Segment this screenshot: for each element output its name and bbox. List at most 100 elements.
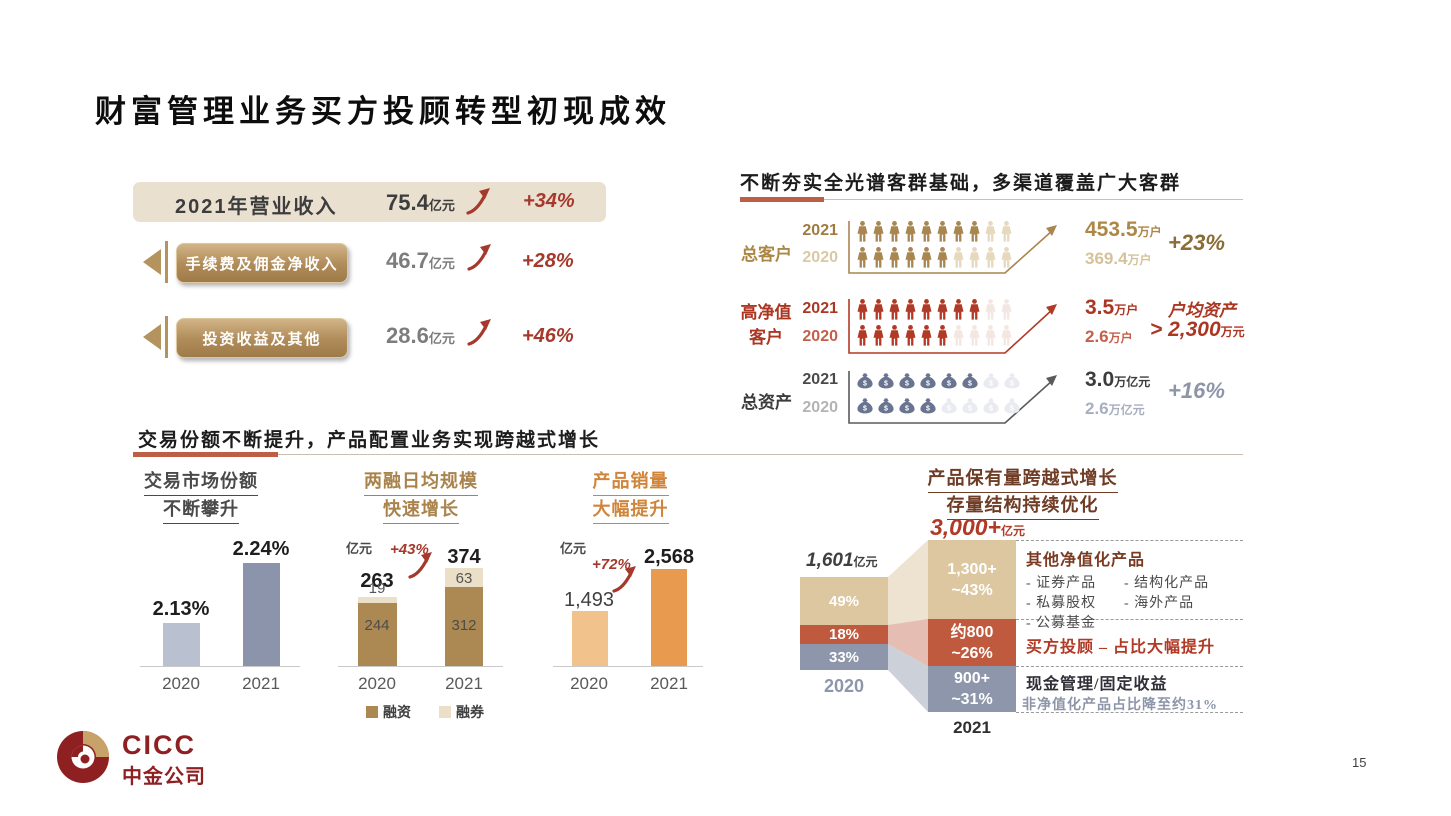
- person-icon-faded: [968, 325, 981, 346]
- person-icon: [904, 247, 917, 268]
- pictogram-row-2020: [856, 325, 1013, 346]
- chart2-title: 两融日均规模 快速增长: [340, 468, 502, 524]
- person-icon: [936, 325, 949, 346]
- person-icon: [856, 247, 869, 268]
- axis-arrow: [848, 221, 1057, 274]
- person-icon: [920, 221, 933, 242]
- svg-text:$: $: [905, 381, 909, 388]
- chart2-bar-2020-rq: [358, 597, 397, 603]
- chart2-total-2020: 263: [360, 570, 394, 592]
- revenue-main-value: 75.4亿元: [386, 190, 455, 215]
- flow-2021-seg-tan: 1,300+ ~43%: [928, 540, 1016, 619]
- person-icon: [968, 221, 981, 242]
- chart1-baseline: [140, 666, 300, 667]
- chart2-year-2021: 2021: [445, 674, 483, 693]
- svg-text:$: $: [863, 406, 867, 413]
- flow-title: 产品保有量跨越式增长 存量结构持续优化: [880, 466, 1165, 520]
- person-icon-faded: [984, 247, 997, 268]
- flow-ann-item: - 海外产品: [1124, 596, 1195, 611]
- chart2-total-2021: 374: [447, 546, 481, 568]
- flow-ann-item: - 公募基金: [1026, 616, 1097, 631]
- moneybag-icon-faded: $: [982, 373, 1000, 389]
- svg-text:$: $: [884, 381, 888, 388]
- up-arrow-icon: [466, 187, 492, 220]
- revenue-item-label: 投资收益及其他: [202, 331, 322, 348]
- person-icon: [888, 247, 901, 268]
- person-icon: [952, 299, 965, 320]
- revenue-item-value: 46.7亿元: [386, 248, 455, 273]
- svg-text:$: $: [926, 406, 930, 413]
- customer-note-value: > 2,300万元: [1150, 318, 1245, 341]
- chart2-unit: 亿元: [346, 541, 373, 556]
- pictogram-row-2021: [856, 221, 1013, 242]
- flow-2021-seg-blue: 900+ ~31%: [928, 666, 1016, 712]
- revenue-item-label: 手续费及佣金净收入: [185, 256, 339, 273]
- flow-dash-mid2: [1016, 666, 1243, 667]
- customer-note-title: 户均资产: [1168, 301, 1236, 320]
- svg-text:$: $: [989, 381, 993, 388]
- person-icon-faded: [984, 325, 997, 346]
- chart2-growth: +43%: [390, 541, 429, 558]
- person-icon-faded: [1000, 325, 1013, 346]
- svg-text:$: $: [947, 381, 951, 388]
- flow-dash-bottom: [1016, 712, 1243, 713]
- person-icon: [872, 325, 885, 346]
- legend-swatch-rz: [366, 706, 378, 718]
- person-icon: [904, 325, 917, 346]
- person-icon-faded: [1000, 221, 1013, 242]
- left-pointer-icon: [143, 241, 168, 283]
- moneybag-icon: $: [961, 373, 979, 389]
- flow-year-2020: 2020: [823, 676, 865, 696]
- revenue-main-growth: +34%: [523, 190, 575, 212]
- moneybag-icon-faded: $: [1003, 398, 1021, 414]
- pictogram-row-2020: $ $ $ $ $ $ $ $: [856, 398, 1021, 414]
- flow-total-2021: 3,000+亿元: [930, 514, 1026, 540]
- person-icon: [856, 299, 869, 320]
- customer-value-2020: 2.6万亿元: [1085, 399, 1145, 418]
- year-label-2021: 2021: [802, 222, 838, 239]
- person-icon: [920, 299, 933, 320]
- chart2-rq-2021: 63: [455, 570, 473, 587]
- person-icon: [936, 299, 949, 320]
- person-icon: [856, 325, 869, 346]
- svg-text:$: $: [1010, 406, 1014, 413]
- moneybag-icon-faded: $: [940, 398, 958, 414]
- chart3-growth: +72%: [592, 556, 631, 573]
- flow-ann-item: - 证券产品: [1026, 576, 1097, 591]
- person-icon: [872, 299, 885, 320]
- person-icon-faded: [952, 247, 965, 268]
- svg-text:$: $: [968, 406, 972, 413]
- person-icon: [936, 247, 949, 268]
- logo-text-cn: 中金公司: [122, 766, 206, 788]
- svg-text:$: $: [863, 381, 867, 388]
- legend-item-rz: 融资: [366, 702, 411, 722]
- chart2-legend: 融资 融券: [366, 702, 484, 722]
- year-label-2021: 2021: [802, 300, 838, 317]
- person-icon: [952, 221, 965, 242]
- flow-ann-group3-sub: 非净值化产品占比降至约31%: [1022, 698, 1218, 713]
- customer-growth: +16%: [1168, 378, 1225, 403]
- chart2-rz-2021: 312: [451, 617, 477, 634]
- year-label-2020: 2020: [802, 328, 838, 345]
- axis-arrow: [848, 299, 1057, 354]
- chart3-baseline: [553, 666, 703, 667]
- person-icon: [968, 299, 981, 320]
- moneybag-icon: $: [877, 398, 895, 414]
- flow-ann-group3-title: 现金管理/固定收益: [1026, 676, 1168, 693]
- svg-text:$: $: [968, 381, 972, 388]
- page-title: 财富管理业务买方投顾转型初现成效: [95, 94, 671, 129]
- moneybag-icon: $: [940, 373, 958, 389]
- bottom-header-underline: [133, 452, 1243, 457]
- up-arrow-icon: [612, 565, 638, 598]
- person-icon: [920, 325, 933, 346]
- person-icon-faded: [952, 325, 965, 346]
- flow-2020-seg-red: 18%: [800, 625, 888, 644]
- moneybag-icon-faded: $: [982, 398, 1000, 414]
- chart2-bar-2021-rq: [445, 568, 483, 587]
- pictogram-row-2021: [856, 299, 1013, 320]
- flow-ann-item: - 私募股权: [1026, 596, 1097, 611]
- moneybag-icon: $: [856, 373, 874, 389]
- chart3-unit: 亿元: [560, 541, 587, 556]
- moneybag-icon: $: [856, 398, 874, 414]
